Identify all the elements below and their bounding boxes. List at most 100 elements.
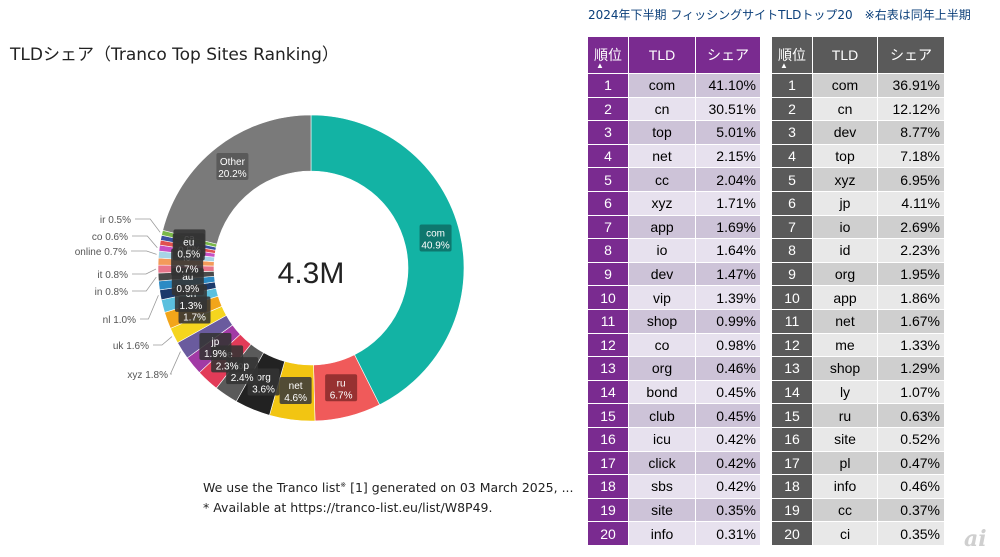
- header-share[interactable]: シェア: [695, 36, 761, 74]
- rank-cell: 20: [587, 521, 629, 546]
- rank-cell: 18: [587, 474, 629, 499]
- slice-name: org: [256, 373, 270, 384]
- table-row: 5 xyz 6.95%: [771, 167, 945, 192]
- table-row: 15 club 0.45%: [587, 403, 761, 428]
- share-cell: 41.10%: [695, 73, 761, 98]
- table-row: 11 net 1.67%: [771, 308, 945, 334]
- slice-labels: com40.9%ru6.7%net4.6%org3.6%top2.4%de2.3…: [171, 152, 452, 405]
- header-rank[interactable]: 順位 ▲: [587, 36, 629, 74]
- tld-cell: dev: [628, 261, 696, 287]
- outside-label-ir: ir 0.5%: [100, 215, 131, 226]
- share-cell: 1.64%: [695, 238, 761, 263]
- tld-cell: cc: [812, 497, 878, 523]
- tld-cell: net: [628, 143, 696, 169]
- slice-name: au: [182, 272, 193, 283]
- table-row: 2 cn 30.51%: [587, 96, 761, 122]
- outside-label-xyz: xyz 1.8%: [127, 370, 168, 381]
- table-row: 1 com 36.91%: [771, 73, 945, 98]
- table-row: 6 xyz 1.71%: [587, 190, 761, 216]
- slice-com[interactable]: [310, 114, 465, 406]
- slice-name: Other: [220, 157, 246, 168]
- slice-value: 6.7%: [330, 390, 353, 401]
- leader-line-it: [132, 268, 157, 275]
- tld-cell: site: [628, 497, 696, 523]
- footnote-line1: We use the Tranco list※ [1] generated on…: [203, 480, 574, 496]
- share-cell: 1.29%: [877, 356, 945, 381]
- leader-line-online: [131, 250, 157, 255]
- sort-up-icon[interactable]: ▲: [780, 61, 788, 70]
- outside-label-it: it 0.8%: [97, 270, 128, 281]
- share-cell: 1.07%: [877, 379, 945, 405]
- rank-cell: 11: [771, 308, 813, 334]
- label-box: [419, 224, 452, 252]
- header-share[interactable]: シェア: [877, 36, 945, 74]
- slice-label-eu: eu0.5%: [172, 233, 205, 261]
- share-cell: 0.99%: [695, 308, 761, 334]
- share-cell: 6.95%: [877, 167, 945, 192]
- header-tld[interactable]: TLD: [628, 36, 696, 74]
- rank-cell: 10: [771, 285, 813, 310]
- outside-label-online: online 0.7%: [75, 247, 127, 258]
- rank-cell: 16: [587, 426, 629, 452]
- tables-title: 2024年下半期 フィッシングサイトTLDトップ20 ※右表は同年上半期: [588, 8, 971, 22]
- tld-cell: jp: [812, 190, 878, 216]
- sort-up-icon[interactable]: ▲: [596, 61, 604, 70]
- chart-title: TLDシェア（Tranco Top Sites Ranking）: [10, 45, 339, 65]
- header-tld[interactable]: TLD: [812, 36, 878, 74]
- table-row: 13 org 0.46%: [587, 356, 761, 381]
- slice-value: 0.7%: [176, 265, 199, 276]
- label-box: [216, 152, 249, 180]
- share-cell: 0.46%: [695, 356, 761, 381]
- table-row: 5 cc 2.04%: [587, 167, 761, 192]
- rank-cell: 9: [587, 261, 629, 287]
- tld-cell: xyz: [812, 167, 878, 192]
- share-cell: 0.35%: [877, 521, 945, 546]
- outside-label-uk: uk 1.6%: [113, 341, 149, 352]
- table-row: 9 dev 1.47%: [587, 261, 761, 287]
- tld-cell: shop: [628, 308, 696, 334]
- rank-cell: 1: [587, 73, 629, 98]
- share-cell: 0.42%: [695, 450, 761, 476]
- table-row: 18 sbs 0.42%: [587, 474, 761, 499]
- table-row: 17 click 0.42%: [587, 450, 761, 476]
- share-cell: 0.46%: [877, 474, 945, 499]
- table-row: 13 shop 1.29%: [771, 356, 945, 381]
- rank-cell: 4: [771, 143, 813, 169]
- tld-cell: id: [812, 238, 878, 263]
- tld-cell: shop: [812, 356, 878, 381]
- share-cell: 1.69%: [695, 214, 761, 240]
- share-cell: 1.33%: [877, 332, 945, 358]
- rank-cell: 16: [771, 426, 813, 452]
- header-rank[interactable]: 順位 ▲: [771, 36, 813, 74]
- slice-name: com: [426, 229, 445, 240]
- tld-cell: app: [628, 214, 696, 240]
- rank-cell: 15: [771, 403, 813, 428]
- rank-cell: 15: [587, 403, 629, 428]
- tld-cell: ci: [812, 521, 878, 546]
- rank-cell: 20: [771, 521, 813, 546]
- tld-cell: net: [812, 308, 878, 334]
- share-cell: 2.23%: [877, 238, 945, 263]
- rank-cell: 8: [587, 238, 629, 263]
- tld-cell: icu: [628, 426, 696, 452]
- tld-cell: info: [628, 521, 696, 546]
- label-box: [279, 377, 312, 405]
- rank-cell: 3: [587, 120, 629, 145]
- tld-cell: ly: [812, 379, 878, 405]
- tld-cell: cn: [628, 96, 696, 122]
- share-cell: 4.11%: [877, 190, 945, 216]
- rank-cell: 13: [587, 356, 629, 381]
- leader-lines: [131, 218, 181, 375]
- table-row: 8 id 2.23%: [771, 238, 945, 263]
- share-cell: 0.45%: [695, 403, 761, 428]
- tld-cell: click: [628, 450, 696, 476]
- tld-cell: info: [812, 474, 878, 499]
- table-row: 20 ci 0.35%: [771, 521, 945, 546]
- rank-cell: 13: [771, 356, 813, 381]
- rank-cell: 7: [771, 214, 813, 240]
- table-row: 20 info 0.31%: [587, 521, 761, 546]
- slice-name: ru: [337, 378, 346, 389]
- tld-cell: cc: [628, 167, 696, 192]
